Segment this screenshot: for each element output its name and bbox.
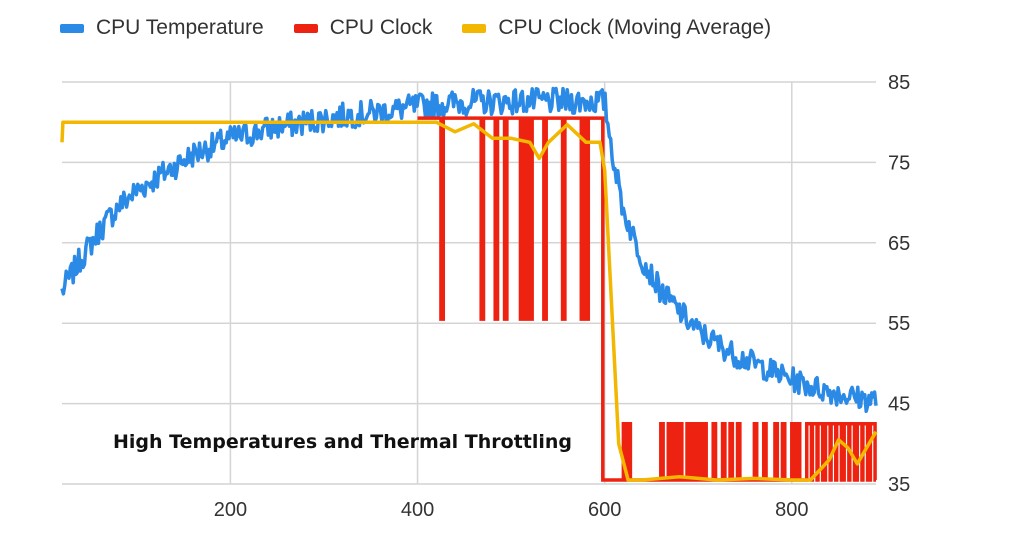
chart-annotation: High Temperatures and Thermal Throttling bbox=[113, 431, 573, 453]
x-tick-label: 400 bbox=[401, 499, 434, 521]
y-tick-label: 75 bbox=[888, 152, 910, 174]
legend-label-moving-average: CPU Clock (Moving Average) bbox=[498, 16, 772, 39]
y-tick-label: 65 bbox=[888, 233, 910, 255]
legend-item-clock[interactable]: CPU Clock bbox=[293, 16, 433, 40]
y-tick-label: 45 bbox=[888, 394, 910, 416]
series-line-cpu-temperature bbox=[60, 86, 878, 414]
x-tick-label: 200 bbox=[214, 499, 247, 521]
legend-swatch-temperature bbox=[60, 23, 84, 33]
y-tick-label: 85 bbox=[888, 72, 910, 94]
series-line-cpu-clock bbox=[417, 116, 877, 482]
legend-label-temperature: CPU Temperature bbox=[96, 16, 264, 39]
legend-swatch-clock bbox=[293, 23, 318, 33]
legend-label-clock: CPU Clock bbox=[329, 16, 433, 39]
series-line-cpu-clock-moving-average bbox=[60, 120, 878, 482]
x-tick-label: 600 bbox=[588, 499, 621, 521]
legend-item-moving-average[interactable]: CPU Clock (Moving Average) bbox=[462, 16, 771, 40]
y-tick-label: 55 bbox=[888, 313, 910, 335]
x-tick-label: 800 bbox=[775, 499, 808, 521]
legend: CPU Temperature CPU Clock CPU Clock (Mov… bbox=[60, 16, 771, 40]
legend-item-temperature[interactable]: CPU Temperature bbox=[60, 16, 264, 40]
y-tick-label: 35 bbox=[888, 474, 910, 496]
legend-swatch-moving-average bbox=[462, 23, 487, 33]
